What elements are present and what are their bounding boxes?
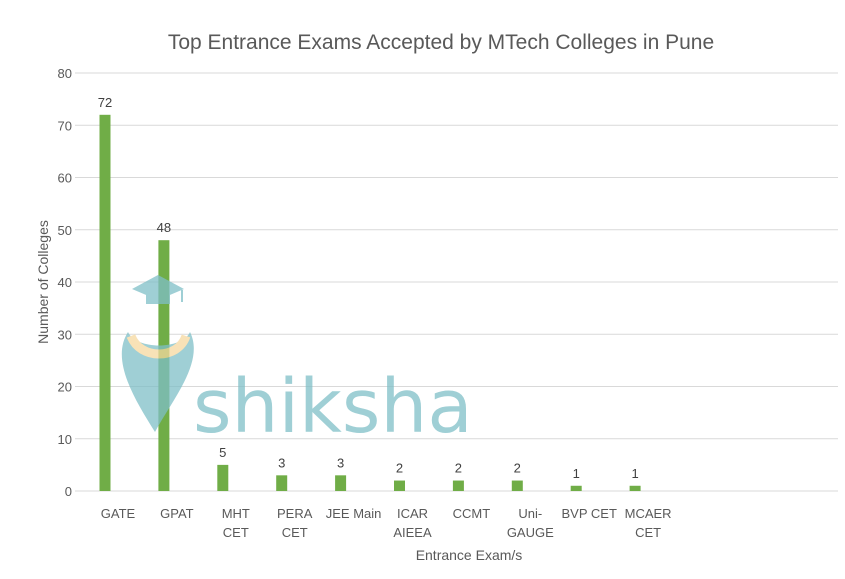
- x-tick-line: GPAT: [160, 506, 194, 521]
- logo-arc-icon: [126, 333, 191, 359]
- x-tick-line: JEE Main: [326, 506, 382, 521]
- shiksha-watermark: shiksha: [121, 275, 473, 450]
- bar: [99, 114, 111, 492]
- x-tick-label: ICAR AIEEA: [393, 506, 432, 540]
- y-tick-label: 10: [58, 432, 72, 447]
- y-tick-label: 60: [58, 171, 72, 186]
- y-tick-label: 50: [58, 223, 72, 238]
- x-tick-label: GATE: [101, 506, 136, 521]
- data-labels: 72 48 5 3 3 2 2 2 1 1: [98, 95, 639, 481]
- bar: [335, 475, 347, 491]
- y-tick-label: 30: [58, 327, 72, 342]
- x-tick-line: GATE: [101, 506, 136, 521]
- y-tick-label: 80: [58, 66, 72, 81]
- data-label: 1: [631, 466, 638, 481]
- x-axis-ticks: GATE GPAT MHT CET PERA CET JEE Main ICAR AIEEA CC…: [101, 506, 672, 540]
- bar: [629, 485, 641, 491]
- x-tick-label: PERA CET: [277, 506, 313, 540]
- y-axis-title: Number of Colleges: [35, 220, 51, 344]
- bar: [217, 464, 229, 491]
- x-tick-line: CET: [223, 525, 249, 540]
- x-tick-label: MHT CET: [222, 506, 250, 540]
- x-tick-line: PERA: [277, 506, 313, 521]
- x-axis-title: Entrance Exam/s: [416, 547, 523, 563]
- y-tick-label: 40: [58, 275, 72, 290]
- chart-title: Top Entrance Exams Accepted by MTech Col…: [168, 31, 714, 54]
- data-label: 3: [337, 455, 344, 470]
- data-label: 2: [514, 461, 521, 476]
- x-tick-label: BVP CET: [562, 506, 617, 521]
- graduation-cap-icon: [132, 275, 184, 304]
- logo-mark-icon: [121, 332, 194, 432]
- y-tick-label: 0: [65, 484, 72, 499]
- bar: [452, 480, 464, 491]
- x-tick-label: MCAER CET: [625, 506, 672, 540]
- x-tick-line: GAUGE: [507, 525, 554, 540]
- x-tick-label: JEE Main: [326, 506, 382, 521]
- data-label: 48: [157, 220, 171, 235]
- bar: [511, 480, 523, 491]
- bar: [276, 475, 288, 491]
- x-tick-line: Uni-: [518, 506, 542, 521]
- data-label: 5: [219, 445, 226, 460]
- bar: [394, 480, 405, 491]
- x-tick-line: MHT: [222, 506, 250, 521]
- x-tick-line: CET: [282, 525, 308, 540]
- watermark-text: shiksha: [193, 364, 473, 450]
- data-label: 2: [455, 461, 462, 476]
- data-label: 3: [278, 455, 285, 470]
- y-axis-ticks: 0 10 20 30 40 50 60 70 80: [58, 66, 72, 499]
- x-tick-line: CCMT: [453, 506, 491, 521]
- x-tick-label: Uni- GAUGE: [507, 506, 554, 540]
- gridlines: [75, 72, 838, 492]
- data-label: 1: [573, 466, 580, 481]
- x-tick-line: BVP CET: [562, 506, 617, 521]
- x-tick-line: MCAER: [625, 506, 672, 521]
- y-tick-label: 20: [58, 380, 72, 395]
- x-tick-line: AIEEA: [393, 525, 432, 540]
- bar: [570, 485, 582, 491]
- y-tick-label: 70: [58, 118, 72, 133]
- data-label: 72: [98, 95, 112, 110]
- x-tick-label: CCMT: [453, 506, 491, 521]
- x-tick-line: CET: [635, 525, 661, 540]
- x-tick-label: GPAT: [160, 506, 194, 521]
- data-label: 2: [396, 461, 403, 476]
- x-tick-line: ICAR: [397, 506, 428, 521]
